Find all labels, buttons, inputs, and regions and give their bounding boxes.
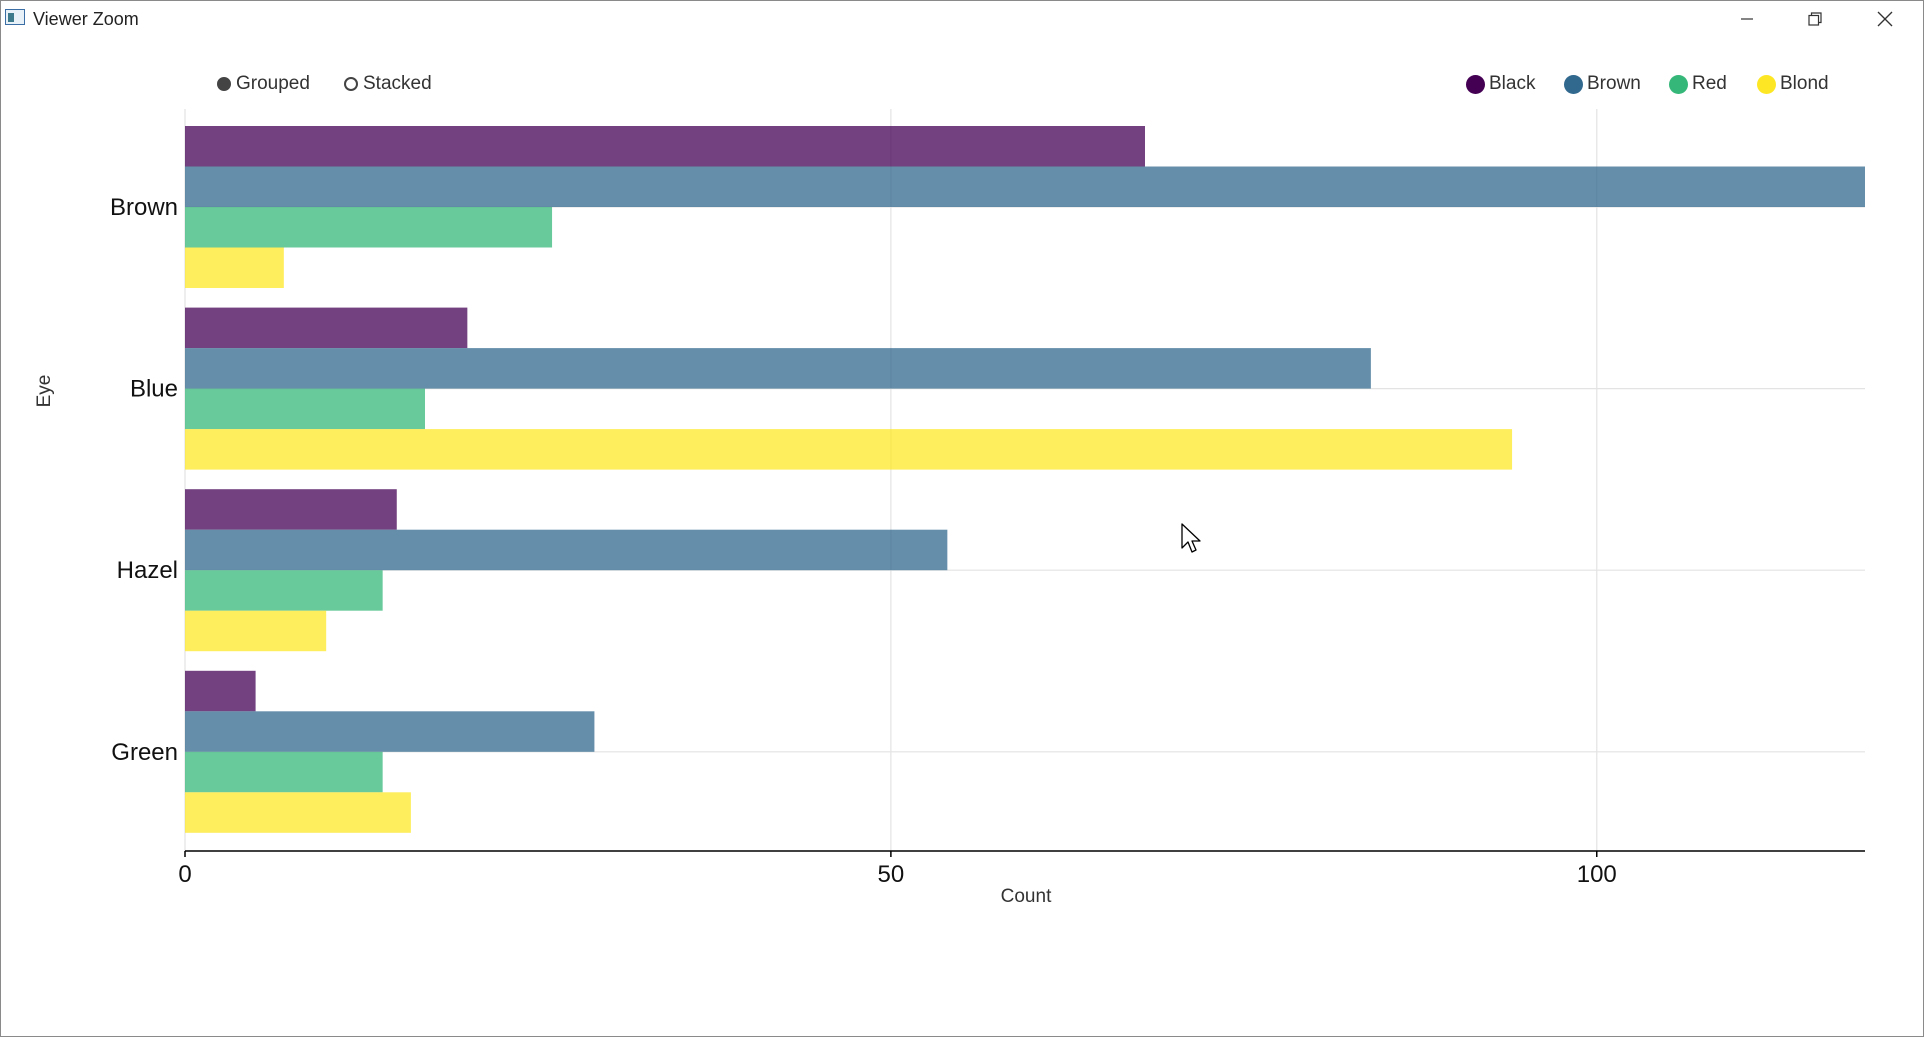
- window-title: Viewer Zoom: [33, 9, 139, 29]
- app-icon: [5, 9, 25, 25]
- stacked-toggle[interactable]: Stacked: [344, 71, 432, 97]
- bar: [185, 610, 327, 652]
- legend-label-brown: Brown: [1587, 73, 1641, 94]
- legend-label-red: Red: [1692, 73, 1727, 94]
- bar: [185, 247, 284, 288]
- bar: [185, 751, 383, 793]
- bar: [185, 711, 595, 752]
- legend-item-blond[interactable]: Blond: [1757, 71, 1829, 97]
- stacked-label: Stacked: [363, 73, 432, 94]
- x-tick-label: 100: [1577, 861, 1617, 888]
- y-category-label: Hazel: [117, 557, 178, 584]
- bar: [185, 307, 468, 349]
- bar: [185, 348, 1371, 389]
- title-bar: Viewer Zoom: [1, 1, 1923, 37]
- bar: [185, 166, 1865, 207]
- y-axis-label: Eye: [34, 375, 55, 408]
- bar: [185, 429, 1513, 470]
- y-category-label: Brown: [110, 194, 178, 221]
- bar: [185, 207, 553, 248]
- bar: [185, 792, 411, 833]
- close-button[interactable]: [1851, 1, 1919, 37]
- legend-item-red[interactable]: Red: [1669, 71, 1727, 97]
- legend-swatch-blond: [1757, 74, 1776, 94]
- y-category-label: Green: [111, 739, 178, 766]
- minimize-icon: [1741, 18, 1753, 20]
- legend-swatch-red: [1669, 74, 1688, 94]
- legend-swatch-black: [1466, 74, 1485, 94]
- legend-item-black[interactable]: Black: [1466, 71, 1535, 97]
- bar: [185, 570, 383, 611]
- stacked-radio-icon: [344, 77, 358, 91]
- mouse-cursor-icon: [1181, 523, 1201, 553]
- bar: [185, 529, 948, 571]
- x-tick-label: 50: [878, 861, 905, 888]
- y-category-label: Blue: [130, 376, 178, 403]
- x-axis-label: Count: [1001, 886, 1052, 907]
- close-icon: [1877, 11, 1893, 27]
- grouped-toggle[interactable]: Grouped: [217, 71, 310, 97]
- minimize-button[interactable]: [1713, 1, 1781, 37]
- bar: [185, 388, 425, 430]
- x-tick-label: 0: [178, 861, 191, 888]
- grouped-radio-icon: [217, 77, 231, 91]
- bar: [185, 126, 1145, 167]
- restore-button[interactable]: [1781, 1, 1849, 37]
- legend-swatch-brown: [1564, 74, 1583, 94]
- legend-label-black: Black: [1489, 73, 1536, 94]
- bar: [185, 489, 397, 530]
- legend-label-blond: Blond: [1780, 73, 1829, 94]
- restore-icon: [1808, 12, 1822, 26]
- grouped-label: Grouped: [236, 73, 310, 94]
- legend-item-brown[interactable]: Brown: [1564, 71, 1641, 97]
- bar: [185, 670, 256, 712]
